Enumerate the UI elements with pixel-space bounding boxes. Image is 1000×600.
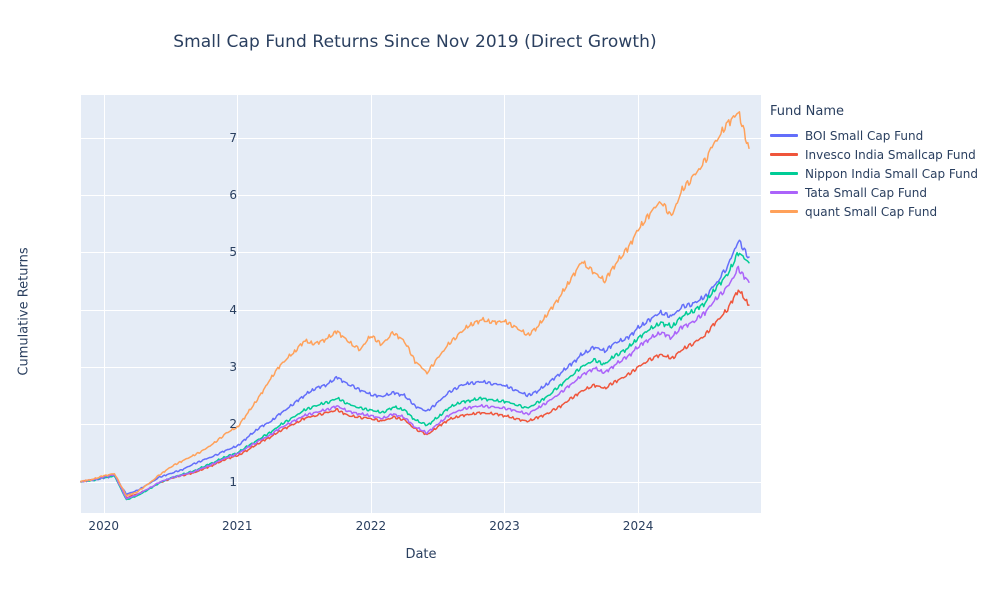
legend: Fund Name BOI Small Cap Fund Invesco Indi… <box>770 104 995 221</box>
legend-item-label: Tata Small Cap Fund <box>805 185 927 200</box>
x-axis-tick-label: 2022 <box>355 519 387 533</box>
series-line <box>80 289 750 499</box>
legend-item-label: Invesco India Smallcap Fund <box>805 147 976 162</box>
y-axis-tick-label: 1 <box>229 474 237 489</box>
gridline-vertical <box>504 95 506 513</box>
series-line <box>80 239 750 496</box>
y-axis-title: Cumulative Returns <box>16 247 32 376</box>
legend-items: BOI Small Cap Fund Invesco India Smallcap… <box>770 126 995 221</box>
y-axis-tick-label: 6 <box>229 188 237 203</box>
gridline-horizontal <box>81 195 761 197</box>
legend-color-swatch <box>770 134 798 137</box>
gridline-horizontal <box>81 424 761 426</box>
legend-item-label: quant Small Cap Fund <box>805 204 938 219</box>
chart-title: Small Cap Fund Returns Since Nov 2019 (D… <box>173 32 657 52</box>
legend-item-label: Nippon India Small Cap Fund <box>805 166 978 181</box>
gridline-horizontal <box>81 252 761 254</box>
gridline-vertical <box>103 95 105 513</box>
y-axis-tick-label: 4 <box>229 302 237 317</box>
gridline-vertical <box>638 95 640 513</box>
y-axis-tick-label: 7 <box>229 130 237 145</box>
y-axis-tick-label: 5 <box>229 245 237 260</box>
x-axis-tick-label: 2023 <box>489 519 520 533</box>
legend-title: Fund Name <box>770 104 844 119</box>
legend-color-swatch <box>770 172 798 175</box>
y-axis-tick-label: 3 <box>229 359 237 374</box>
series-line <box>80 251 750 501</box>
gridline-vertical <box>370 95 372 513</box>
series-line <box>80 265 750 500</box>
legend-item-label: BOI Small Cap Fund <box>805 128 924 143</box>
x-axis-tick-label: 2021 <box>222 519 253 533</box>
gridline-horizontal <box>81 137 761 139</box>
y-axis-tick-label: 2 <box>229 417 237 432</box>
legend-item[interactable]: Nippon India Small Cap Fund <box>770 164 995 183</box>
legend-item[interactable]: BOI Small Cap Fund <box>770 126 995 145</box>
gridline-horizontal <box>81 481 761 483</box>
legend-color-swatch <box>770 210 798 213</box>
series-line <box>80 111 750 497</box>
series-lines <box>80 111 750 501</box>
gridline-vertical <box>237 95 239 513</box>
gridline-horizontal <box>81 309 761 311</box>
x-axis-title: Date <box>405 547 437 562</box>
legend-item[interactable]: Invesco India Smallcap Fund <box>770 145 995 164</box>
plot-area <box>80 95 761 513</box>
x-axis-tick-label: 2024 <box>622 519 654 533</box>
legend-color-swatch <box>770 153 798 156</box>
legend-color-swatch <box>770 191 798 194</box>
x-axis-tick-label: 2020 <box>88 519 119 533</box>
legend-item[interactable]: Tata Small Cap Fund <box>770 183 995 202</box>
legend-item[interactable]: quant Small Cap Fund <box>770 202 995 221</box>
